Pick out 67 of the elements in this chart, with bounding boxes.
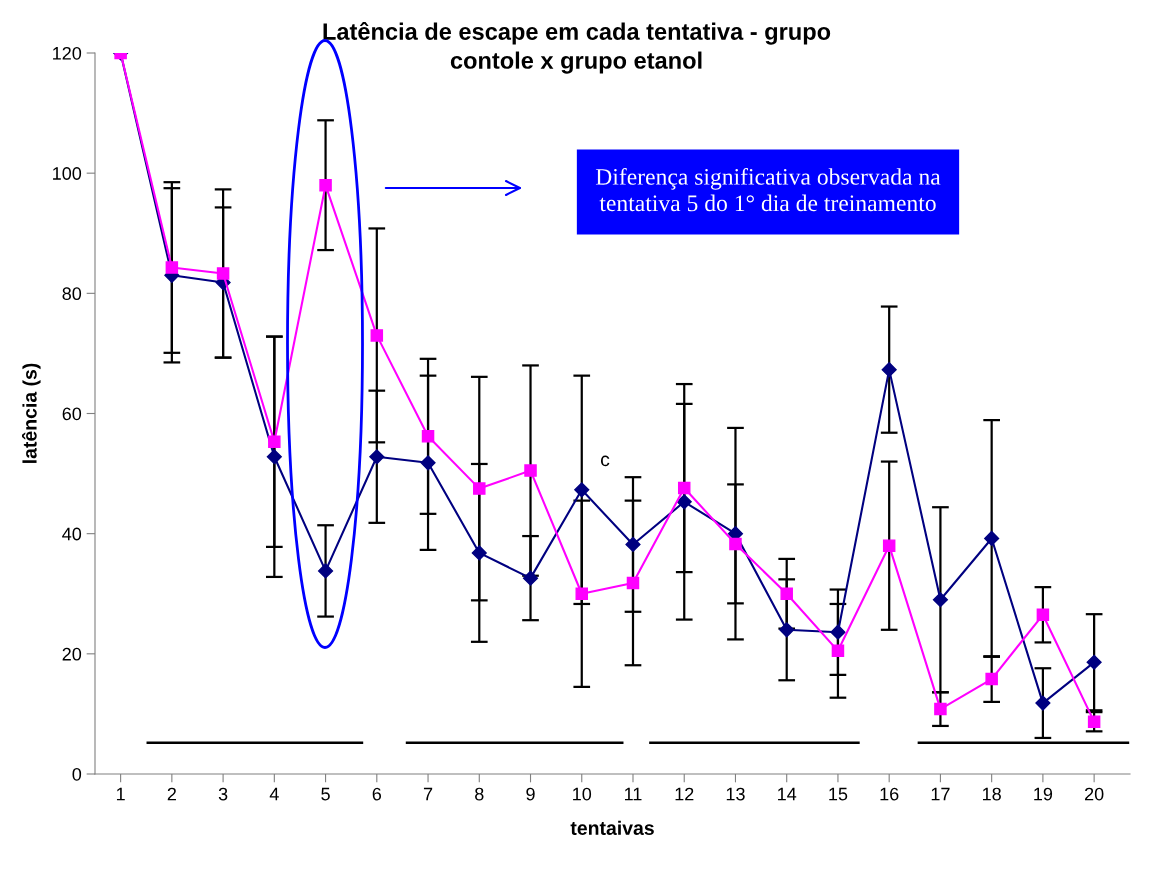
point [216,267,230,280]
x-tick-label: 14 [778,787,797,801]
point [522,570,539,586]
x-tick-label: 13 [726,787,745,801]
x-tick-label: 12 [675,787,694,801]
point [165,261,179,274]
point [317,563,334,579]
point [881,362,897,378]
point [268,435,281,448]
x-tick-label: 5 [321,787,330,801]
point [574,482,590,498]
point [524,464,537,477]
point [1087,715,1101,728]
point [830,624,846,640]
x-tick-label: 10 [573,787,592,801]
point [626,576,640,590]
point [369,449,385,465]
y-tick-label: 0 [72,767,82,781]
x-tick-label: 2 [167,787,176,801]
x-tick-label: 16 [880,787,899,801]
chart-title: Latência de escape em cada tentativa - grupo contole x grupo etanol [323,22,831,74]
x-tick-label: 9 [526,787,535,801]
point [266,449,282,465]
point [729,537,742,551]
x-tick-label: 11 [625,787,642,801]
point [473,482,486,495]
point [471,545,487,561]
point [984,530,1000,547]
point [780,587,793,601]
y-tick-label: 40 [62,527,82,541]
point [934,702,947,716]
x-tick-label: 8 [475,787,484,801]
point [370,329,384,342]
x-tick-label: 4 [269,787,279,801]
point [1086,654,1102,670]
annotation: c [600,455,610,467]
point [676,494,692,510]
x-tick-label: 18 [982,787,1001,801]
x-tick-label: 7 [423,787,433,801]
x-tick-label: 6 [372,787,382,801]
y-tick-label: 60 [62,407,82,421]
point [932,592,948,608]
point [882,539,896,552]
y-tick-label: 100 [53,167,82,180]
point [779,622,795,638]
point [319,178,332,192]
point [420,455,436,471]
y-tick-label: 20 [62,647,82,661]
y-tick-label: 120 [53,46,82,60]
annotation: Diferença significativa observada na tentativa 5 do 1° dia de treinamento [595,167,941,212]
point [421,430,435,443]
x-tick-label: 3 [218,787,228,801]
point [1036,608,1050,622]
point [677,481,691,495]
point [625,536,641,553]
point [985,672,998,686]
point [831,644,845,658]
x-tick-label: 15 [829,787,848,801]
x-tick-label: 17 [931,787,950,801]
x-tick-label: 20 [1085,787,1104,801]
x-tick-label: 19 [1034,787,1053,801]
point [575,587,589,601]
x-tick-label: 1 [116,787,125,801]
x-axis-title: tentaivas [570,820,654,835]
y-tick-label: 80 [62,287,82,301]
y-axis-title: latência (s) [22,363,41,463]
point [1035,695,1051,711]
